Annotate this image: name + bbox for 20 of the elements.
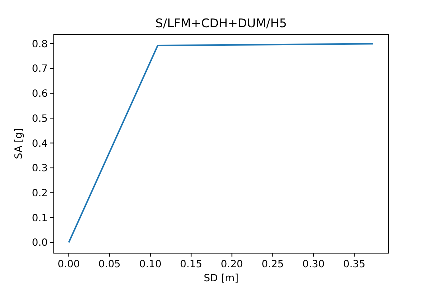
x-tick-label: 0.05 (98, 259, 121, 270)
x-tick-label: 0.30 (302, 259, 325, 270)
x-tick-label: 0.15 (180, 259, 203, 270)
y-tick-label: 0.5 (32, 114, 48, 125)
y-tick-label: 0.7 (32, 64, 48, 76)
x-tick-label: 0.25 (262, 259, 284, 270)
y-tick-label: 0.6 (32, 89, 48, 100)
y-tick-label: 0.3 (32, 164, 48, 175)
y-tick-label: 0.8 (32, 39, 48, 50)
y-tick-label: 0.4 (32, 138, 48, 150)
y-tick-label: 0.2 (32, 188, 48, 200)
x-tick-label: 0.10 (139, 259, 162, 270)
x-axis-title: SD [m] (204, 273, 239, 284)
y-axis-title: SA [g] (14, 128, 25, 160)
x-tick-label: 0.35 (343, 259, 366, 270)
x-tick-label: 0.00 (58, 259, 80, 270)
x-tick-label: 0.20 (221, 259, 244, 270)
y-tick-label: 0.1 (32, 213, 48, 224)
chart-title: S/LFM+CDH+DUM/H5 (156, 16, 288, 31)
y-tick-label: 0.0 (32, 238, 48, 250)
